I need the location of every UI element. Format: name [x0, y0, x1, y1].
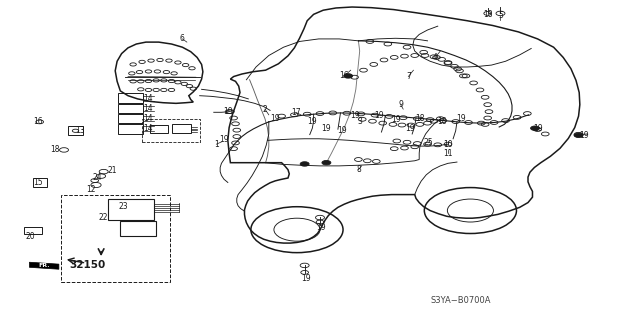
Text: 19: 19	[316, 223, 326, 232]
Text: 14: 14	[143, 124, 154, 133]
Polygon shape	[29, 262, 59, 269]
Bar	[120, 221, 156, 236]
Bar	[108, 199, 154, 220]
Bar	[68, 126, 83, 135]
Text: 19: 19	[223, 107, 233, 116]
Text: 10: 10	[443, 140, 453, 149]
Text: 9: 9	[398, 100, 403, 109]
Text: 22: 22	[99, 213, 108, 222]
Text: 1: 1	[214, 140, 219, 149]
Text: 24: 24	[92, 173, 102, 182]
Circle shape	[531, 126, 540, 130]
Text: 19: 19	[337, 126, 347, 135]
Text: 13: 13	[75, 126, 85, 135]
Bar	[118, 114, 143, 123]
Text: 19: 19	[349, 111, 360, 120]
Text: 8: 8	[356, 165, 361, 174]
Text: 19: 19	[390, 115, 401, 124]
Circle shape	[344, 74, 353, 78]
Text: 19: 19	[456, 114, 466, 123]
Text: 19: 19	[321, 124, 332, 133]
Text: 14: 14	[143, 104, 154, 113]
Text: 6: 6	[180, 34, 185, 43]
Text: 19: 19	[579, 131, 589, 140]
Circle shape	[322, 160, 331, 165]
Text: 15: 15	[33, 178, 44, 187]
Bar	[118, 124, 143, 134]
Text: 17: 17	[291, 108, 301, 117]
Bar	[118, 93, 143, 103]
Text: 11: 11	[444, 149, 452, 158]
Text: 12: 12	[86, 185, 95, 194]
Text: 23: 23	[118, 202, 128, 211]
Text: 21: 21	[108, 166, 117, 175]
Text: 7: 7	[406, 72, 411, 81]
Text: 18: 18	[51, 145, 60, 154]
Text: 19: 19	[532, 124, 543, 133]
Bar	[172, 124, 191, 133]
Text: 16: 16	[339, 71, 349, 80]
Text: 3: 3	[357, 117, 362, 126]
Text: 18: 18	[415, 114, 424, 122]
Text: 18: 18	[483, 10, 492, 19]
Bar	[24, 227, 42, 234]
Text: 16: 16	[33, 117, 44, 126]
Text: 32150: 32150	[69, 260, 106, 270]
Text: 4: 4	[433, 53, 438, 62]
Text: 19: 19	[219, 135, 229, 144]
Text: 2: 2	[262, 105, 268, 114]
Circle shape	[574, 133, 583, 137]
Bar	[118, 104, 143, 113]
Text: 19: 19	[307, 117, 317, 126]
Text: 19: 19	[270, 114, 280, 122]
Text: 5: 5	[498, 11, 503, 20]
Text: 25: 25	[424, 138, 434, 147]
Circle shape	[300, 162, 309, 166]
Bar	[150, 125, 168, 133]
Text: S3YA−B0700A: S3YA−B0700A	[431, 296, 491, 305]
Text: 19: 19	[301, 274, 311, 283]
Text: 14: 14	[143, 114, 154, 123]
Text: 19: 19	[404, 124, 415, 133]
Bar	[33, 178, 47, 187]
Text: 14: 14	[143, 94, 154, 103]
Text: 18: 18	[437, 117, 446, 126]
Text: FR.: FR.	[38, 263, 50, 268]
Text: 20: 20	[26, 232, 36, 241]
Text: 19: 19	[374, 111, 384, 120]
